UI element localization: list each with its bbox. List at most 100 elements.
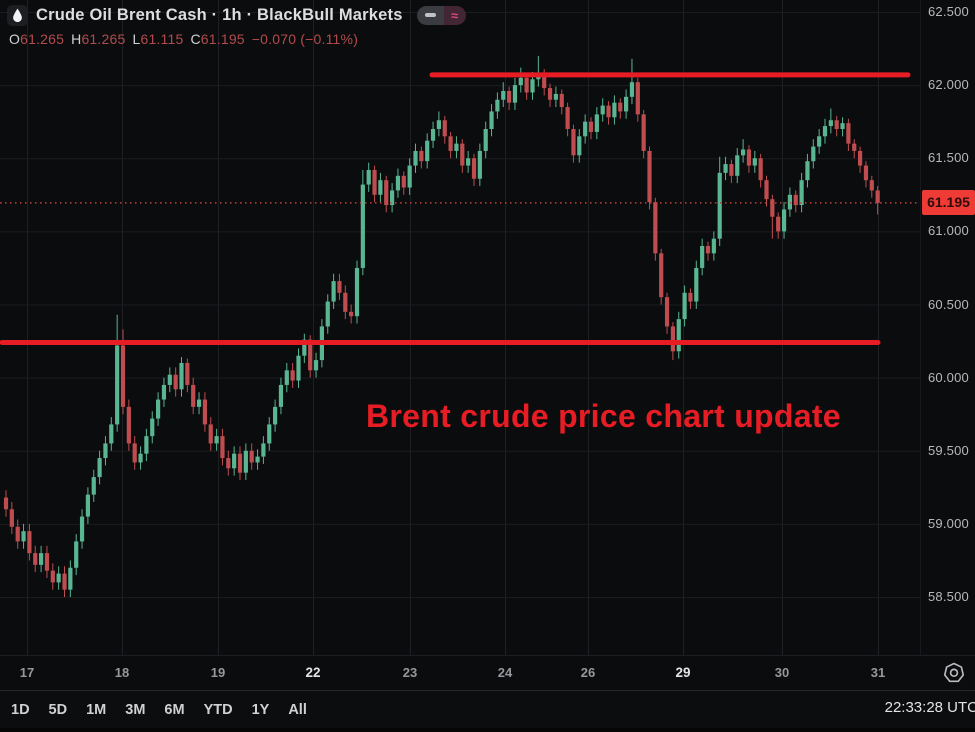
candle-up (273, 406, 278, 425)
candle-up (624, 96, 629, 112)
range-button-1m[interactable]: 1M (86, 701, 107, 718)
candle-down (442, 120, 447, 137)
candle-down (653, 202, 658, 254)
candle-down (9, 509, 14, 527)
time-axis-label[interactable]: 18 (114, 665, 130, 680)
candle-up (313, 360, 319, 371)
candle-up (577, 136, 582, 156)
candle-up (150, 418, 155, 437)
range-button-6m[interactable]: 6M (164, 701, 185, 718)
time-axis-label[interactable]: 24 (497, 665, 513, 680)
candle-up (79, 516, 85, 542)
candle-up (822, 126, 828, 137)
candle-down (337, 281, 342, 293)
close-label: C (190, 31, 201, 47)
candle-down (542, 73, 547, 89)
range-button-3m[interactable]: 3M (125, 701, 146, 718)
symbol-title[interactable]: Crude Oil Brent Cash · 1h · BlackBull Ma… (36, 5, 403, 24)
axis-settings-icon[interactable] (943, 662, 965, 684)
price-axis-label: 61.000 (928, 223, 969, 239)
time-axis-label[interactable]: 26 (580, 665, 596, 680)
candle-up (390, 190, 395, 206)
candle-up (612, 102, 617, 118)
clock-utc[interactable]: 22:33:28 UTC (884, 699, 975, 716)
price-axis[interactable]: 61.195 62.500 62.000 61.500 61.000 60.500 60.… (920, 0, 975, 655)
candle-down (776, 216, 781, 232)
candle-down (173, 374, 178, 390)
candle-up (700, 246, 705, 268)
time-axis[interactable]: 17 18 19 22 23 24 26 29 30 31 (0, 655, 975, 691)
candle-up (39, 553, 44, 565)
candle-up (103, 443, 108, 459)
candle-up (261, 443, 266, 457)
candle-down (858, 150, 863, 166)
candle-down (3, 497, 9, 510)
price-axis-label: 59.500 (928, 442, 969, 458)
candle-up (489, 111, 494, 129)
candle-up (629, 82, 635, 97)
candle-down (729, 164, 734, 176)
candle-up (787, 194, 792, 210)
time-axis-label[interactable]: 19 (210, 665, 226, 680)
price-axis-label: 58.500 (928, 589, 969, 604)
candle-down (606, 105, 611, 118)
candle-up (676, 319, 681, 352)
candle-up (68, 567, 73, 590)
range-button-all[interactable]: All (288, 701, 307, 718)
candle-down (618, 102, 623, 112)
approx-flag-icon[interactable]: ≈ (443, 5, 466, 25)
candle-up (85, 494, 90, 517)
candle-down (308, 339, 313, 371)
candle-up (817, 136, 822, 147)
candle-down (33, 553, 38, 565)
candle-up (144, 436, 149, 454)
time-axis-label[interactable]: 31 (870, 665, 886, 680)
price-axis-label: 60.500 (928, 296, 969, 312)
candle-down (44, 553, 50, 571)
time-axis-label[interactable]: 22 (305, 665, 321, 680)
candle-down (547, 88, 553, 100)
candle-up (284, 370, 289, 385)
open-label: O (9, 31, 21, 47)
candle-down (559, 93, 564, 108)
candle-up (255, 456, 260, 463)
candle-up (594, 114, 599, 132)
candle-down (202, 399, 207, 425)
ohlc-values-row: O61.265 H61.265 L61.115 C61.195 −0.070 (−0.1… (9, 31, 466, 47)
candle-down (226, 458, 231, 469)
change-value: −0.070 (−0.11%) (251, 31, 359, 47)
candle-up (360, 184, 365, 268)
candle-up (109, 424, 114, 444)
candle-up (553, 93, 558, 100)
candle-up (518, 77, 523, 86)
candle-down (384, 180, 389, 206)
range-button-1y[interactable]: 1Y (251, 701, 270, 718)
candle-up (74, 541, 79, 568)
candle-up (466, 158, 471, 166)
high-value: 61.265 (81, 31, 126, 47)
candle-down (27, 531, 32, 554)
candle-up (436, 120, 441, 129)
time-axis-label[interactable]: 29 (675, 665, 691, 680)
candle-down (688, 292, 693, 302)
candle-up (600, 105, 605, 115)
candle-down (670, 326, 675, 352)
high-label: H (71, 31, 82, 47)
time-axis-label[interactable]: 30 (774, 665, 790, 680)
candle-up (735, 155, 740, 176)
candle-down (565, 107, 570, 129)
candle-down (120, 345, 126, 407)
candle-up (97, 458, 102, 478)
time-axis-label[interactable]: 17 (19, 665, 35, 680)
candle-down (15, 526, 20, 542)
candle-down (191, 384, 196, 407)
candle-down (126, 406, 131, 444)
chart-plot-area[interactable] (0, 0, 920, 655)
range-button-5d[interactable]: 5D (48, 701, 68, 718)
range-button-ytd[interactable]: YTD (203, 701, 233, 718)
candle-down (647, 150, 652, 203)
range-button-1d[interactable]: 1D (11, 701, 30, 718)
hide-indicator-icon[interactable] (416, 5, 444, 25)
time-axis-label[interactable]: 23 (402, 665, 418, 680)
